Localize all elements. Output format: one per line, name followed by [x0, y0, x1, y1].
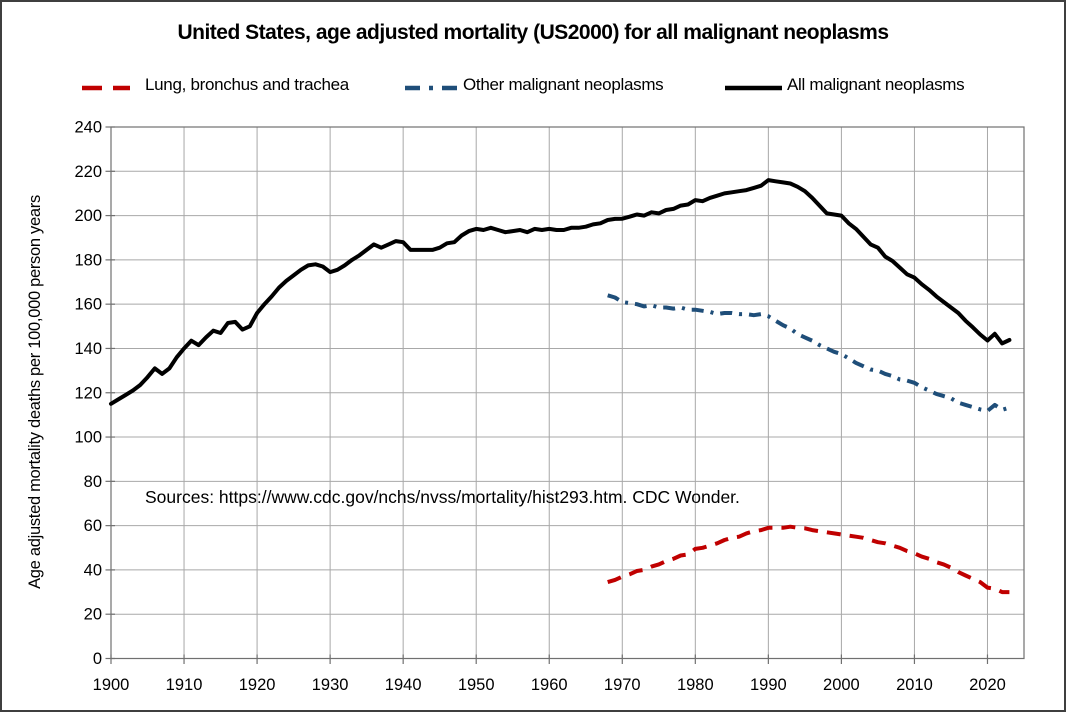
y-tick-label: 60 — [84, 517, 102, 535]
x-tick-label: 1910 — [166, 676, 203, 694]
x-tick-label: 2010 — [896, 676, 933, 694]
legend-label-all: All malignant neoplasms — [787, 75, 965, 94]
legend-label-other: Other malignant neoplasms — [463, 75, 664, 94]
x-tick-label: 2000 — [823, 676, 860, 694]
y-tick-label: 180 — [74, 251, 102, 269]
series-line-other — [607, 293, 1010, 413]
x-tick-label: 1950 — [458, 676, 495, 694]
x-tick-label: 1920 — [239, 676, 276, 694]
legend-swatch-lung-dashed-line-icon — [82, 80, 130, 98]
series-line-lung — [607, 524, 1010, 595]
y-tick-label: 100 — [74, 429, 102, 447]
y-tick-label: 200 — [74, 207, 102, 225]
x-tick-label: 1940 — [385, 676, 422, 694]
x-tick-label: 2020 — [969, 676, 1006, 694]
y-tick-label: 120 — [74, 384, 102, 402]
legend-swatch-other-dashdot-line-icon — [405, 80, 460, 98]
x-tick-label: 1930 — [312, 676, 349, 694]
y-tick-label: 40 — [84, 561, 102, 579]
x-tick-label: 1960 — [531, 676, 568, 694]
y-tick-label: 20 — [84, 606, 102, 624]
legend-swatch-all-solid-line-icon — [725, 80, 782, 98]
y-tick-label: 0 — [93, 650, 102, 668]
x-tick-label: 1970 — [604, 676, 641, 694]
x-tick-label: 1980 — [677, 676, 714, 694]
x-tick-label: 1990 — [750, 676, 787, 694]
y-tick-label: 220 — [74, 163, 102, 181]
legend-label-lung: Lung, bronchus and trachea — [145, 75, 349, 94]
x-tick-label: 1900 — [93, 676, 130, 694]
y-axis-title: Age adjusted mortality deaths per 100,00… — [26, 195, 44, 589]
y-tick-label: 140 — [74, 340, 102, 358]
x-axis: 1900 1910 1920 1930 1940 1950 1960 1970 1980 1990… — [93, 654, 1006, 694]
y-tick-label: 240 — [74, 119, 102, 137]
y-tick-label: 160 — [74, 296, 102, 314]
chart-title: United States, age adjusted mortality (U… — [177, 21, 889, 44]
series-line-all — [109, 178, 1012, 406]
y-axis: 0 20 40 60 80 100 120 140 160 180 200 220 240 — [74, 119, 115, 668]
sources-annotation: Sources: https://www.cdc.gov/nchs/nvss/m… — [145, 487, 740, 507]
y-tick-label: 80 — [84, 473, 102, 491]
gridlines — [110, 126, 1024, 659]
